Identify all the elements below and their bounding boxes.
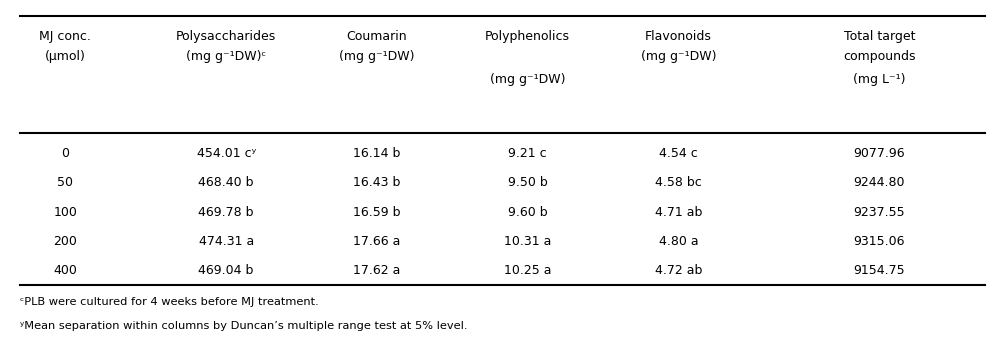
Text: 469.78 b: 469.78 b xyxy=(198,206,254,219)
Text: 469.04 b: 469.04 b xyxy=(198,264,254,277)
Text: 400: 400 xyxy=(53,264,77,277)
Text: 16.43 b: 16.43 b xyxy=(353,176,401,189)
Text: Coumarin: Coumarin xyxy=(347,30,407,43)
Text: ʸMean separation within columns by Duncan’s multiple range test at 5% level.: ʸMean separation within columns by Dunca… xyxy=(20,321,467,331)
Text: (mg g⁻¹DW)ᶜ: (mg g⁻¹DW)ᶜ xyxy=(186,50,266,63)
Text: 10.25 a: 10.25 a xyxy=(504,264,552,277)
Text: 10.31 a: 10.31 a xyxy=(504,235,552,248)
Text: Total target: Total target xyxy=(843,30,916,43)
Text: 0: 0 xyxy=(61,147,69,160)
Text: 9244.80: 9244.80 xyxy=(853,176,906,189)
Text: 9154.75: 9154.75 xyxy=(853,264,906,277)
Text: 9.21 c: 9.21 c xyxy=(509,147,547,160)
Text: Polysaccharides: Polysaccharides xyxy=(176,30,276,43)
Text: 200: 200 xyxy=(53,235,77,248)
Text: compounds: compounds xyxy=(843,50,916,63)
Text: ᶜPLB were cultured for 4 weeks before MJ treatment.: ᶜPLB were cultured for 4 weeks before MJ… xyxy=(20,297,319,307)
Text: 9315.06: 9315.06 xyxy=(853,235,906,248)
Text: (μmol): (μmol) xyxy=(45,50,85,63)
Text: 4.80 a: 4.80 a xyxy=(658,235,698,248)
Text: 50: 50 xyxy=(57,176,73,189)
Text: 4.71 ab: 4.71 ab xyxy=(654,206,702,219)
Text: 9237.55: 9237.55 xyxy=(853,206,906,219)
Text: 9077.96: 9077.96 xyxy=(853,147,906,160)
Text: 9.50 b: 9.50 b xyxy=(508,176,548,189)
Text: (mg g⁻¹DW): (mg g⁻¹DW) xyxy=(640,50,717,63)
Text: 474.31 a: 474.31 a xyxy=(199,235,253,248)
Text: 4.54 c: 4.54 c xyxy=(659,147,697,160)
Text: 100: 100 xyxy=(53,206,77,219)
Text: 16.14 b: 16.14 b xyxy=(353,147,401,160)
Text: (mg g⁻¹DW): (mg g⁻¹DW) xyxy=(339,50,415,63)
Text: 17.66 a: 17.66 a xyxy=(353,235,401,248)
Text: (mg g⁻¹DW): (mg g⁻¹DW) xyxy=(489,73,566,86)
Text: 9.60 b: 9.60 b xyxy=(508,206,548,219)
Text: 468.40 b: 468.40 b xyxy=(198,176,254,189)
Text: Flavonoids: Flavonoids xyxy=(645,30,712,43)
Text: 16.59 b: 16.59 b xyxy=(353,206,401,219)
Text: (mg L⁻¹): (mg L⁻¹) xyxy=(853,73,906,86)
Text: Polyphenolics: Polyphenolics xyxy=(485,30,570,43)
Text: 4.72 ab: 4.72 ab xyxy=(654,264,702,277)
Text: 4.58 bc: 4.58 bc xyxy=(655,176,701,189)
Text: 17.62 a: 17.62 a xyxy=(353,264,401,277)
Text: MJ conc.: MJ conc. xyxy=(39,30,91,43)
Text: 454.01 cʸ: 454.01 cʸ xyxy=(197,147,255,160)
